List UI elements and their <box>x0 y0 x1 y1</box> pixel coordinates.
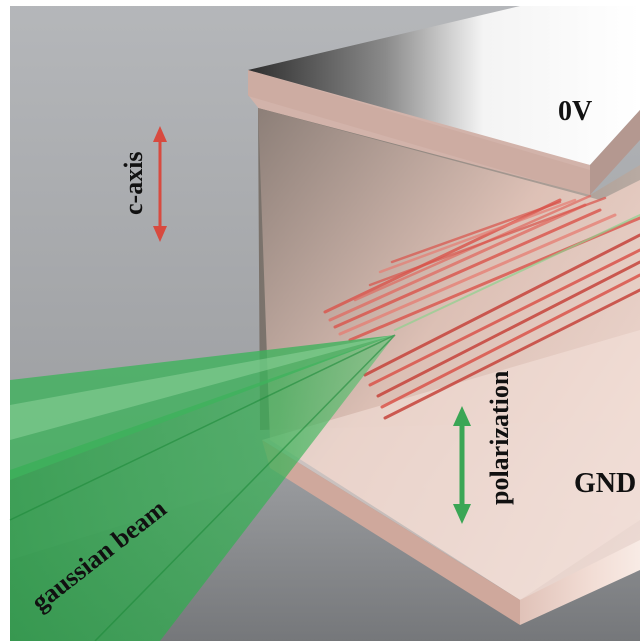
page-margin-left <box>0 0 10 641</box>
filament <box>363 233 640 377</box>
polarization-arrow-icon <box>453 406 471 524</box>
filament <box>323 198 562 314</box>
filament <box>376 260 640 398</box>
filament <box>383 288 640 420</box>
filament <box>368 196 607 287</box>
filament <box>378 198 577 274</box>
top-electrode-top-face <box>248 6 640 165</box>
filament <box>328 203 587 322</box>
filament <box>390 200 562 264</box>
filament <box>338 213 617 336</box>
top-electrode-rim <box>248 70 590 196</box>
top-electrode-side-face <box>590 110 640 195</box>
c-axis-label: c-axis <box>119 151 148 215</box>
filament <box>368 248 640 387</box>
bottom-electrode-side-face <box>520 540 640 625</box>
filament <box>380 273 640 409</box>
beam-highlight <box>10 335 395 440</box>
beam-lower-cone <box>10 335 395 641</box>
filament-green-core <box>394 214 640 331</box>
filament-bundle <box>323 194 640 420</box>
beam-upper-cone <box>10 335 395 480</box>
bottom-electrode-top-face <box>262 330 640 600</box>
page-margin-top <box>0 0 640 6</box>
beam-edge <box>9 334 396 641</box>
polarization-label: polarization <box>485 370 514 505</box>
bottom-voltage-label: GND <box>574 468 636 499</box>
c-axis-arrow-icon <box>153 126 167 242</box>
top-voltage-label: 0V <box>558 96 592 127</box>
bottom-electrode-front-face <box>262 440 520 625</box>
gaussian-beam <box>9 334 396 641</box>
filament <box>333 208 602 329</box>
